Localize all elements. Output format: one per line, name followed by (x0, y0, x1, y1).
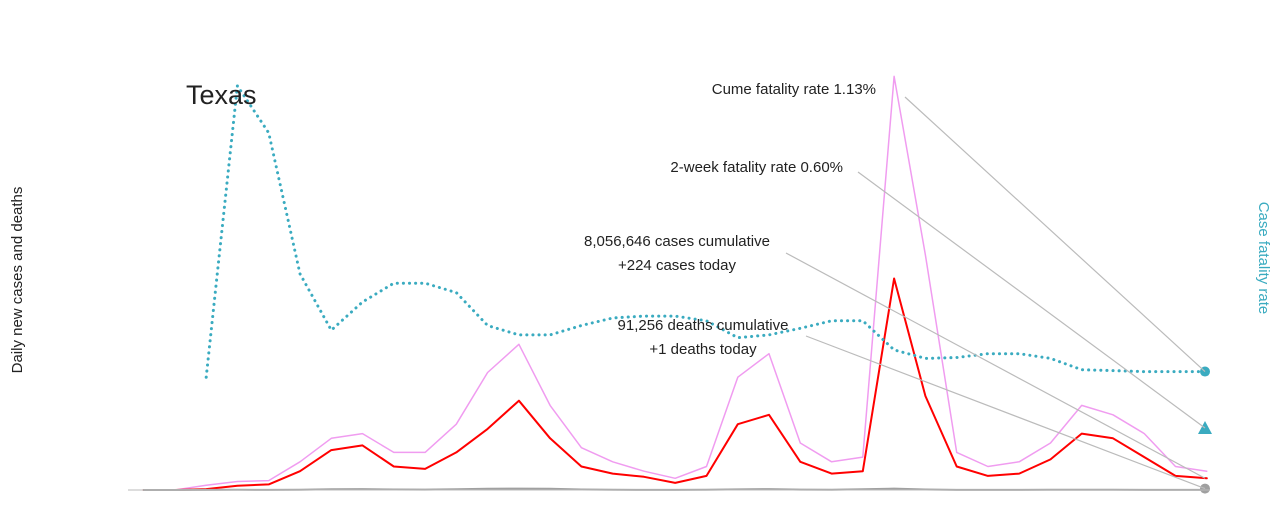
stats-title: Texas (186, 80, 257, 110)
series-line (142, 277, 1208, 491)
annotation: 8,056,646 cases cumulative (584, 233, 770, 250)
series-line (204, 84, 1209, 379)
annotation: 2-week fatality rate 0.60% (670, 159, 843, 176)
leader-line (805, 335, 1206, 490)
leader-line (785, 252, 1206, 479)
annotation: 91,256 deaths cumulative (618, 317, 789, 334)
annotation: Cume fatality rate 1.13% (712, 81, 876, 98)
annotation: +1 deaths today (649, 341, 757, 358)
leader-line (857, 171, 1206, 429)
overlay-layer: Cume fatality rate 1.13% 2-week fatality … (584, 81, 1212, 494)
series-line (142, 75, 1208, 491)
y2-axis-title: Case fatality rate (1255, 202, 1272, 315)
annotation: +224 cases today (618, 257, 737, 274)
leader-line (904, 96, 1206, 373)
y-axis-title: Daily new cases and deaths (9, 187, 26, 374)
